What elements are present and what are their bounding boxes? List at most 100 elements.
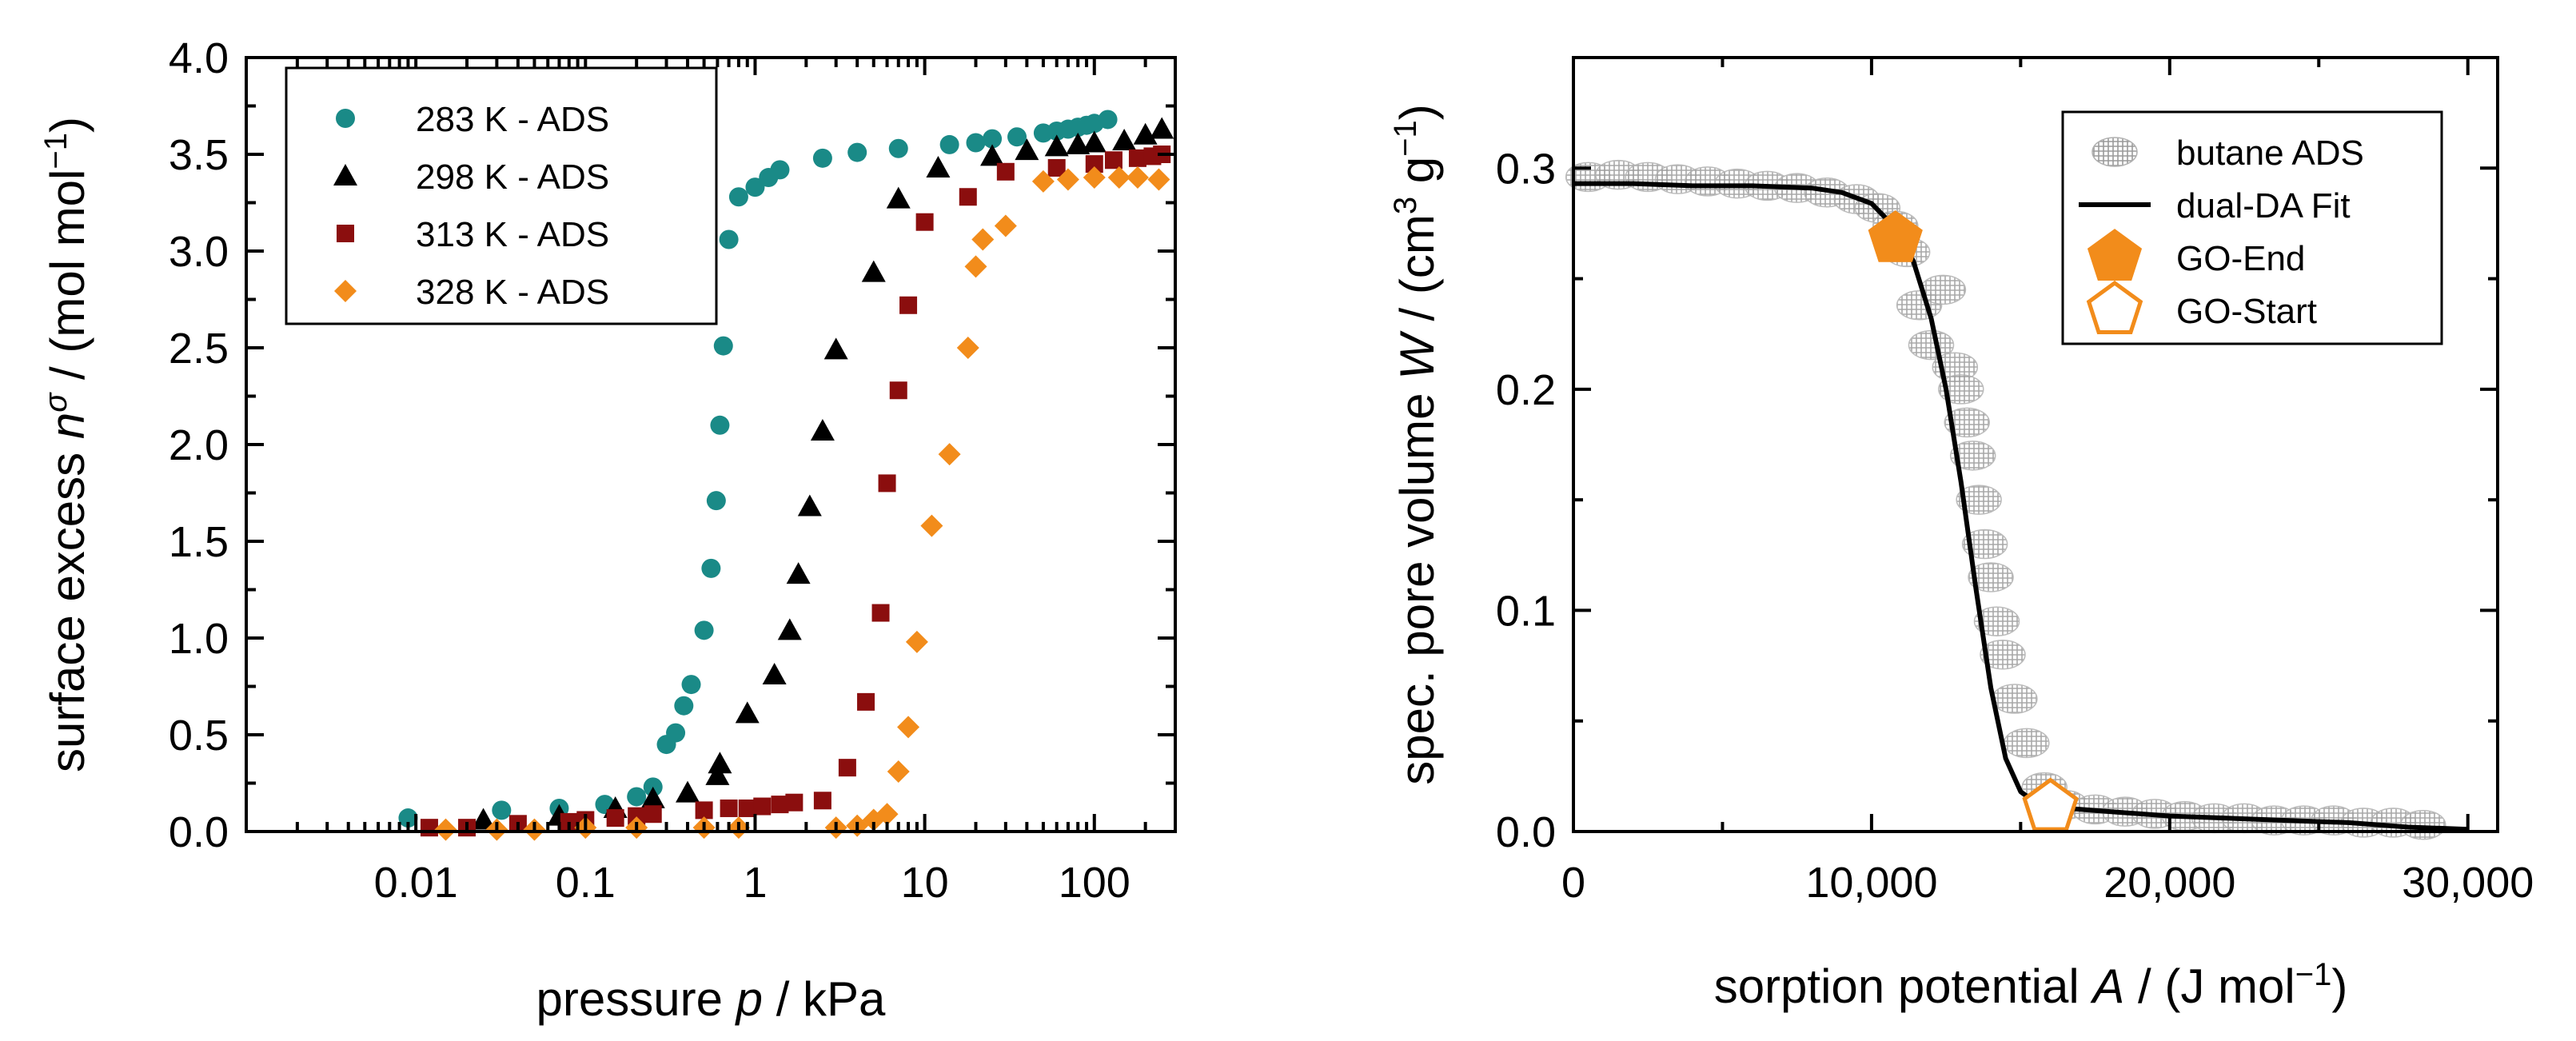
left-y-tick-label: 3.0 xyxy=(169,228,229,276)
left-x-tick-label: 0.01 xyxy=(374,859,458,907)
left-s3-point-25 xyxy=(1147,168,1170,191)
left-s3-point-23 xyxy=(1107,166,1130,189)
right-series-3 xyxy=(2022,777,2079,832)
left-y-tick-label: 1.0 xyxy=(169,615,229,663)
left-s3-point-0 xyxy=(434,818,457,841)
left-s0-point-0 xyxy=(398,808,418,828)
left-s0-point-22 xyxy=(888,138,908,158)
left-s0-point-13 xyxy=(710,415,730,435)
left-s2-point-14 xyxy=(813,792,831,810)
left-legend-marker-0 xyxy=(336,109,355,128)
left-s1-point-17 xyxy=(980,144,1005,166)
left-s2-point-25 xyxy=(1085,155,1103,174)
left-s2-point-13 xyxy=(785,793,804,812)
left-legend-label: 328 K - ADS xyxy=(416,273,609,312)
left-s0-point-25 xyxy=(983,129,1003,149)
left-s0-point-11 xyxy=(701,558,721,578)
left-s1-point-11 xyxy=(797,494,822,517)
left-series-1 xyxy=(471,117,1174,830)
left-s0-point-15 xyxy=(719,229,739,249)
right-legend-label: GO-Start xyxy=(2176,292,2317,331)
right-x-axis-label: sorption potential A / (J mol−1) xyxy=(1714,957,2348,1013)
left-s0-point-21 xyxy=(847,142,867,162)
left-s2-point-7 xyxy=(644,805,662,824)
left-y-tick-label: 4.0 xyxy=(169,34,229,82)
right-s0-point-23 xyxy=(1973,606,2020,637)
left-s1-point-3 xyxy=(640,786,665,808)
left-s3-point-17 xyxy=(964,255,987,278)
left-s0-point-1 xyxy=(492,800,512,820)
left-legend-label: 313 K - ADS xyxy=(416,215,609,254)
left-s1-point-16 xyxy=(926,155,951,177)
right-s0-point-25 xyxy=(1992,684,2038,714)
left-s0-point-20 xyxy=(812,148,832,168)
left-s1-point-15 xyxy=(886,186,911,209)
right-x-tick-label: 10,000 xyxy=(1805,859,1937,907)
left-s2-point-24 xyxy=(1047,158,1066,177)
left-s0-point-16 xyxy=(728,187,748,207)
left-legend-marker-1 xyxy=(333,164,357,185)
left-s2-point-16 xyxy=(857,692,875,711)
right-s0-point-20 xyxy=(1956,485,2002,515)
left-s0-point-12 xyxy=(706,491,726,511)
left-s2-point-0 xyxy=(420,819,438,837)
left-data-marks xyxy=(398,110,1174,841)
left-s0-point-10 xyxy=(694,620,714,640)
left-x-axis-label: pressure p / kPa xyxy=(536,972,887,1026)
right-s0-point-17 xyxy=(1938,374,1984,405)
left-s1-point-20 xyxy=(1066,132,1091,154)
left-s2-point-27 xyxy=(1128,149,1146,167)
left-x-tick-label: 10 xyxy=(901,859,949,907)
left-s0-point-24 xyxy=(966,133,986,153)
left-s2-point-26 xyxy=(1104,151,1123,170)
left-s0-point-19 xyxy=(770,160,790,180)
left-s2-point-17 xyxy=(871,604,890,622)
left-s3-point-16 xyxy=(956,337,979,359)
left-legend-box xyxy=(285,66,718,325)
right-axis-ticks: 0 10,000 20,000 30,000 0.0 0.1 0.2 0.3 xyxy=(1496,58,2534,907)
left-s2-point-20 xyxy=(899,296,918,314)
left-s3-point-24 xyxy=(1126,166,1149,189)
left-s3-point-10 xyxy=(875,803,899,826)
right-x-tick-label: 20,000 xyxy=(2103,859,2235,907)
right-legend-marker-0 xyxy=(2092,137,2138,167)
right-s0-point-24 xyxy=(1980,639,2026,670)
left-s3-point-19 xyxy=(994,214,1017,237)
left-axis-ticks: 0.01 0.1 1 10 100 0.0 0.5 1.0 1.5 2.0 2.5 3.0 3.5 4.0 xyxy=(169,34,1177,907)
left-s3-point-22 xyxy=(1083,166,1106,189)
right-s0-point-26 xyxy=(2004,728,2050,759)
left-s0-point-23 xyxy=(939,134,959,154)
left-legend-marker-2 xyxy=(337,225,354,242)
left-s3-point-11 xyxy=(887,760,910,783)
right-y-tick-label: 0.3 xyxy=(1496,145,1556,193)
left-s2-point-11 xyxy=(753,797,772,816)
left-s2-point-6 xyxy=(628,807,646,825)
right-legend-marker-2 xyxy=(2087,229,2143,281)
left-y-tick-label: 2.5 xyxy=(169,325,229,373)
left-s3-point-15 xyxy=(938,443,961,466)
left-y-axis-label: surface excess nσ / (mol mol−1) xyxy=(38,117,94,772)
right-s3-point-0 xyxy=(2022,777,2079,832)
left-s3-point-12 xyxy=(897,716,920,739)
left-s1-point-19 xyxy=(1044,134,1069,157)
left-s1-point-6 xyxy=(708,752,732,774)
left-s2-point-21 xyxy=(915,213,934,231)
left-s1-point-5 xyxy=(705,763,730,785)
left-y-tick-label: 3.5 xyxy=(169,131,229,179)
right-y-axis-label: spec. pore volume W / (cm3 g−1) xyxy=(1388,104,1444,784)
left-s0-point-17 xyxy=(745,177,765,197)
right-x-tick-label: 0 xyxy=(1561,859,1585,907)
left-s3-point-13 xyxy=(905,630,928,653)
right-s0-point-14 xyxy=(1908,329,1955,361)
right-plot-frame xyxy=(1572,56,2499,833)
left-s1-point-23 xyxy=(1133,122,1158,145)
left-s2-point-18 xyxy=(878,474,896,493)
left-s1-point-8 xyxy=(762,662,787,684)
right-x-tick-label: 30,000 xyxy=(2402,859,2534,907)
right-legend-label: GO-End xyxy=(2176,239,2305,278)
left-s1-point-4 xyxy=(676,780,700,803)
left-s2-point-19 xyxy=(889,381,907,400)
left-x-tick-label: 0.1 xyxy=(556,859,616,907)
left-s0-point-14 xyxy=(713,336,733,356)
